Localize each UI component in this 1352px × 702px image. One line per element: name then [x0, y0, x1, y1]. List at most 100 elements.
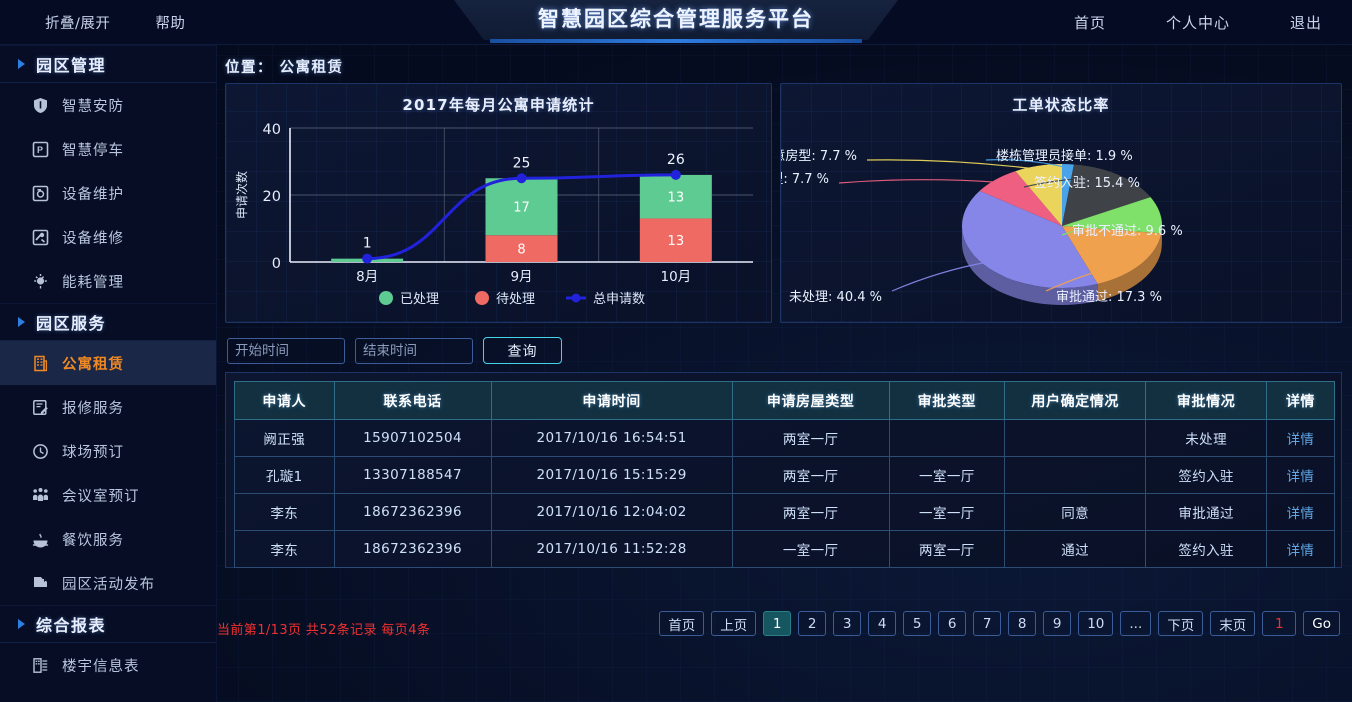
pagination-page-4[interactable]: 4	[868, 611, 897, 636]
sidebar-item-smart-parking[interactable]: P 智慧停车	[0, 127, 216, 171]
svg-text:8: 8	[517, 243, 525, 258]
pagination-page-1[interactable]: 1	[763, 611, 792, 636]
sidebar-item-device-maintenance[interactable]: 设备维护	[0, 171, 216, 215]
column-header-user-confirm: 用户确定情况	[1003, 381, 1147, 420]
sidebar-item-repair-service[interactable]: 报修服务	[0, 385, 216, 429]
start-time-input[interactable]	[227, 337, 345, 364]
sidebar-item-catering-service[interactable]: 餐饮服务	[0, 517, 216, 561]
sidebar-item-building-info-table[interactable]: 楼宇信息表	[0, 643, 216, 687]
pagination-page-7[interactable]: 7	[973, 611, 1002, 636]
toggle-sidebar-link[interactable]: 折叠/展开	[45, 16, 111, 32]
cell-phone: 18672362396	[333, 493, 492, 531]
pagination-page-6[interactable]: 6	[938, 611, 967, 636]
logout-link[interactable]: 退出	[1289, 14, 1322, 32]
workorder-status-pie-chart-panel: 工单状态比率 楼栋管理员接单: 1.9 % 签约入驻: 15.4 % 审批不通过: …	[780, 83, 1342, 323]
sidebar-item-court-booking[interactable]: 球场预订	[0, 429, 216, 473]
sidebar-item-label: 报修服务	[62, 400, 124, 417]
pagination: 首页 上页 1 2 3 4 5 6 7 8 9 10 ... 下页 末页 Go	[659, 611, 1340, 636]
cell-user-confirm	[1003, 456, 1147, 494]
svg-text:40: 40	[263, 122, 281, 138]
cell-approval-state: 签约入驻	[1145, 456, 1267, 494]
cell-detail[interactable]: 详情	[1265, 530, 1336, 568]
pagination-first[interactable]: 首页	[659, 611, 705, 636]
sidebar-item-label: 会议室预订	[62, 488, 140, 505]
cell-house-type: 两室一厅	[731, 493, 890, 531]
building-icon	[32, 355, 49, 372]
svg-text:审批通过: 17.3 %: 审批通过: 17.3 %	[1056, 290, 1162, 305]
cell-approval-state: 未处理	[1145, 419, 1267, 457]
svg-text:9月: 9月	[510, 269, 532, 285]
sidebar-item-activity-publish[interactable]: 园区活动发布	[0, 561, 216, 605]
sidebar-item-smart-security[interactable]: 智慧安防	[0, 83, 216, 127]
filter-bar: 查询	[227, 337, 562, 364]
sidebar-item-label: 智慧停车	[62, 142, 124, 159]
home-link[interactable]: 首页	[1073, 14, 1106, 32]
sidebar-group-park-service[interactable]: 园区服务	[0, 303, 216, 341]
svg-text:用户同意房型: 7.7 %: 用户同意房型: 7.7 %	[781, 148, 857, 164]
sidebar-item-meeting-room-booking[interactable]: 会议室预订	[0, 473, 216, 517]
help-link[interactable]: 帮助	[155, 16, 186, 32]
pagination-info: 当前第1/13页 共52条记录 每页4条	[217, 623, 431, 638]
sidebar-item-energy-management[interactable]: 能耗管理	[0, 259, 216, 303]
table-body: 阙正强 15907102504 2017/10/16 16:54:51 两室一厅 未处理…	[234, 419, 1336, 568]
top-bar-left-links: 折叠/展开 帮助	[45, 12, 185, 33]
cell-apply-time: 2017/10/16 16:54:51	[490, 419, 733, 457]
pagination-jump-input[interactable]	[1262, 611, 1297, 636]
cell-detail[interactable]: 详情	[1265, 456, 1336, 494]
chevron-right-icon	[18, 317, 25, 327]
pagination-page-2[interactable]: 2	[798, 611, 827, 636]
cell-house-type: 两室一厅	[731, 456, 890, 494]
sidebar-item-enterprise-staff-table[interactable]: 企业人员信息表	[0, 687, 216, 702]
pagination-ellipsis[interactable]: ...	[1120, 611, 1152, 636]
shield-icon	[32, 97, 49, 114]
chevron-right-icon	[18, 59, 25, 69]
cell-approval-type: 一室一厅	[888, 456, 1005, 494]
table-row: 李东 18672362396 2017/10/16 11:52:28 一室一厅 两室一厅…	[234, 530, 1336, 568]
cell-house-type: 两室一厅	[731, 419, 890, 457]
main-content: 位置： 公寓租赁 2017年每月公寓申请统计 0 20 40 申请次数 8月 8 17 9月 1…	[217, 45, 1352, 702]
sidebar-group-label: 综合报表	[36, 616, 107, 635]
header-underline	[490, 39, 862, 43]
sidebar-item-label: 设备维修	[62, 230, 124, 247]
pagination-page-8[interactable]: 8	[1008, 611, 1037, 636]
bar-chart-title: 2017年每月公寓申请统计	[402, 96, 595, 114]
pagination-go-button[interactable]: Go	[1303, 611, 1340, 636]
top-bar-right-links: 首页 个人中心 退出	[1074, 12, 1322, 33]
cell-user-confirm: 同意	[1003, 493, 1147, 531]
svg-text:待处理: 待处理	[496, 292, 535, 307]
svg-text:楼栋管理员接单: 1.9 %: 楼栋管理员接单: 1.9 %	[996, 148, 1133, 164]
cell-apply-time: 2017/10/16 15:15:29	[490, 456, 733, 494]
query-button[interactable]: 查询	[483, 337, 562, 364]
user-center-link[interactable]: 个人中心	[1165, 14, 1230, 32]
pagination-next[interactable]: 下页	[1158, 611, 1204, 636]
pagination-prev[interactable]: 上页	[711, 611, 757, 636]
pagination-page-9[interactable]: 9	[1043, 611, 1072, 636]
pagination-page-10[interactable]: 10	[1078, 611, 1114, 636]
pagination-page-5[interactable]: 5	[903, 611, 932, 636]
pagination-page-3[interactable]: 3	[833, 611, 862, 636]
cell-approval-type: 两室一厅	[888, 530, 1005, 568]
cell-detail[interactable]: 详情	[1265, 493, 1336, 531]
svg-text:签约入驻: 15.4 %: 签约入驻: 15.4 %	[1034, 175, 1140, 191]
svg-text:用户不同意房型: 7.7 %: 用户不同意房型: 7.7 %	[781, 171, 829, 187]
sidebar-item-apartment-rental[interactable]: 公寓租赁	[0, 341, 216, 385]
breadcrumb: 位置： 公寓租赁	[225, 60, 344, 76]
flag-icon	[32, 575, 49, 592]
sidebar-group-label: 园区服务	[36, 314, 107, 333]
cell-applicant: 孔璇1	[234, 456, 335, 494]
sidebar-group-park-management[interactable]: 园区管理	[0, 45, 216, 83]
cell-phone: 13307188547	[333, 456, 492, 494]
end-time-input[interactable]	[355, 337, 473, 364]
pagination-last[interactable]: 末页	[1210, 611, 1256, 636]
header-banner-shape	[454, 0, 898, 40]
sidebar-item-label: 设备维护	[62, 186, 124, 203]
pie-chart-svg: 楼栋管理员接单: 1.9 % 签约入驻: 15.4 % 审批不通过: 9.6 % 审批…	[781, 148, 1183, 305]
svg-text:25: 25	[513, 155, 531, 171]
sidebar-item-device-repair[interactable]: 设备维修	[0, 215, 216, 259]
clock-icon	[32, 443, 49, 460]
sidebar-group-comprehensive-report[interactable]: 综合报表	[0, 605, 216, 643]
svg-text:审批不通过: 9.6 %: 审批不通过: 9.6 %	[1072, 224, 1183, 239]
cell-approval-state: 审批通过	[1145, 493, 1267, 531]
cell-detail[interactable]: 详情	[1265, 419, 1336, 457]
